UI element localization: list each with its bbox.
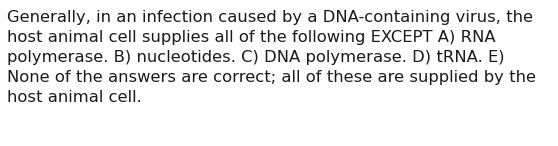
Text: Generally, in an infection caused by a DNA-containing virus, the
host animal cel: Generally, in an infection caused by a D… xyxy=(7,10,536,105)
